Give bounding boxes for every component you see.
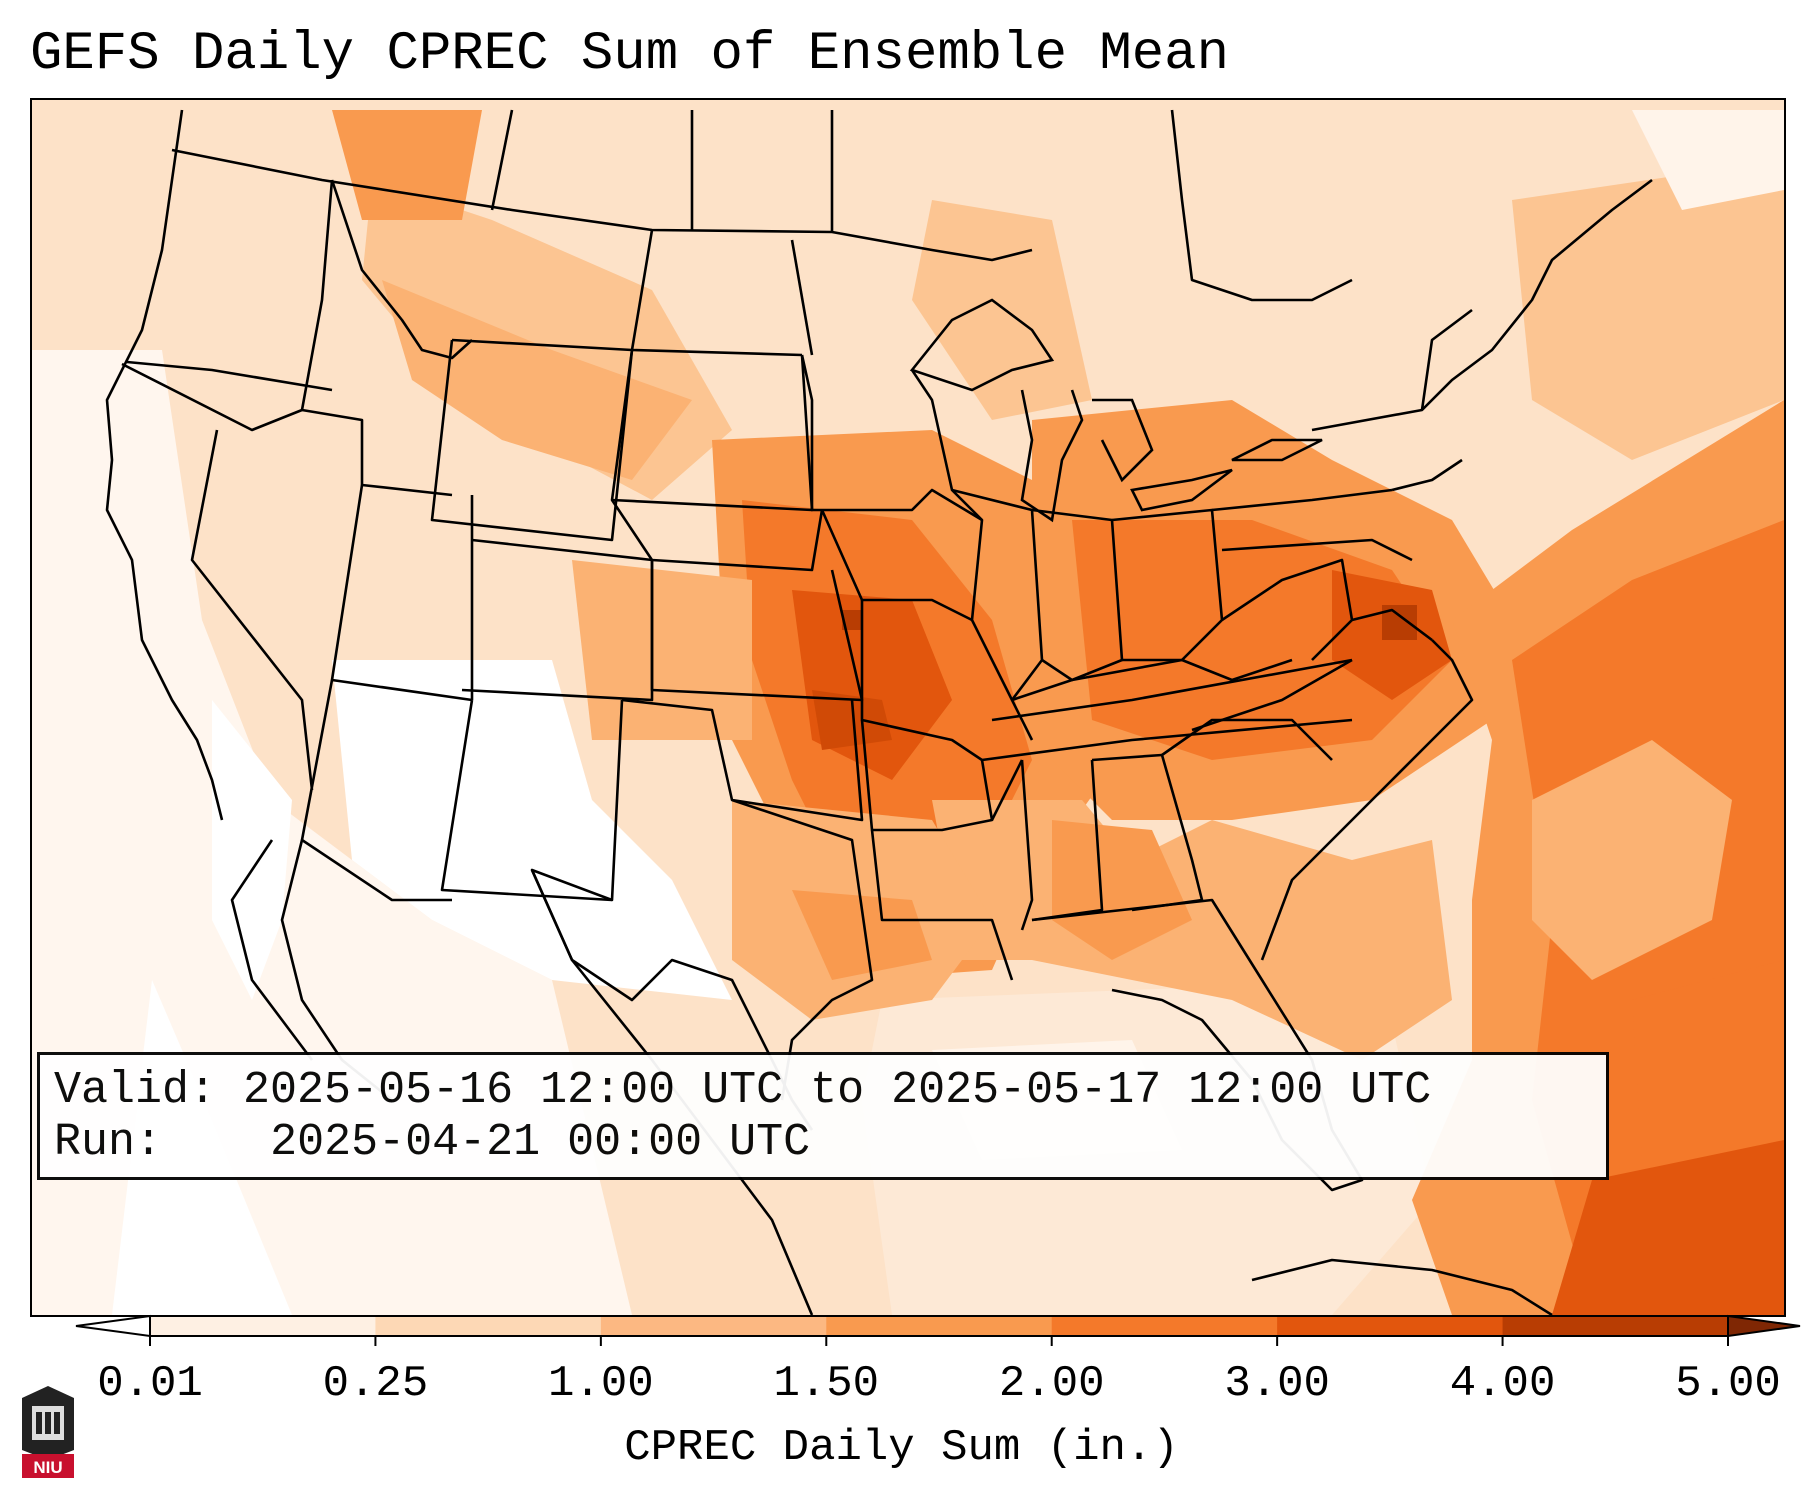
- map-title: GEFS Daily CPREC Sum of Ensemble Mean: [30, 24, 1229, 85]
- colorbar-outline: [149, 1315, 1729, 1337]
- colorbar-segment-2: [600, 1316, 827, 1336]
- colorbar-tick-label: 5.00: [1675, 1359, 1781, 1409]
- valid-line: Valid: 2025-05-16 12:00 UTC to 2025-05-1…: [54, 1065, 1431, 1117]
- colorbar-label: CPREC Daily Sum (in.): [624, 1423, 1179, 1473]
- colorbar-ticks: [149, 1336, 1729, 1346]
- colorbar-max-extend: [1727, 1314, 1801, 1338]
- logo-text: NIU: [33, 1458, 62, 1477]
- colorbar-segment-6: [1502, 1316, 1729, 1336]
- colorbar-segment-0: [150, 1316, 376, 1336]
- colorbar-tick-label: 3.00: [1224, 1359, 1330, 1409]
- colorbar-segment-1: [375, 1316, 602, 1336]
- colorbar-segments: [150, 1316, 1729, 1336]
- colorbar-tick-label: 2.00: [998, 1359, 1105, 1409]
- valid-label: Valid:: [54, 1065, 217, 1116]
- colorbar-segment-5: [1277, 1316, 1504, 1336]
- run-line: Run: 2025-04-21 00:00 UTC: [54, 1117, 810, 1169]
- run-label: Run:: [54, 1117, 163, 1168]
- colorbar-tick-label: 4.00: [1449, 1359, 1556, 1409]
- colorbar-tick-label: 1.50: [773, 1359, 880, 1409]
- colorbar: [75, 1314, 1801, 1346]
- run-value: 2025-04-21 00:00 UTC: [270, 1117, 811, 1168]
- colorbar-tick-label: 0.01: [97, 1359, 203, 1409]
- colorbar-tick-label: 0.25: [322, 1359, 429, 1409]
- valid-value: 2025-05-16 12:00 UTC to 2025-05-17 12:00…: [243, 1065, 1432, 1116]
- state-borders: [105, 109, 1653, 1315]
- colorbar-segment-3: [826, 1316, 1053, 1336]
- colorbar-min-extend: [75, 1314, 151, 1338]
- colorbar-tick-label: 1.00: [548, 1359, 654, 1409]
- colorbar-segment-4: [1051, 1316, 1278, 1336]
- niu-logo: NIU: [22, 1386, 74, 1478]
- valid-run-box: Valid: 2025-05-16 12:00 UTC to 2025-05-1…: [37, 1052, 1609, 1180]
- great-lakes: [909, 298, 1323, 523]
